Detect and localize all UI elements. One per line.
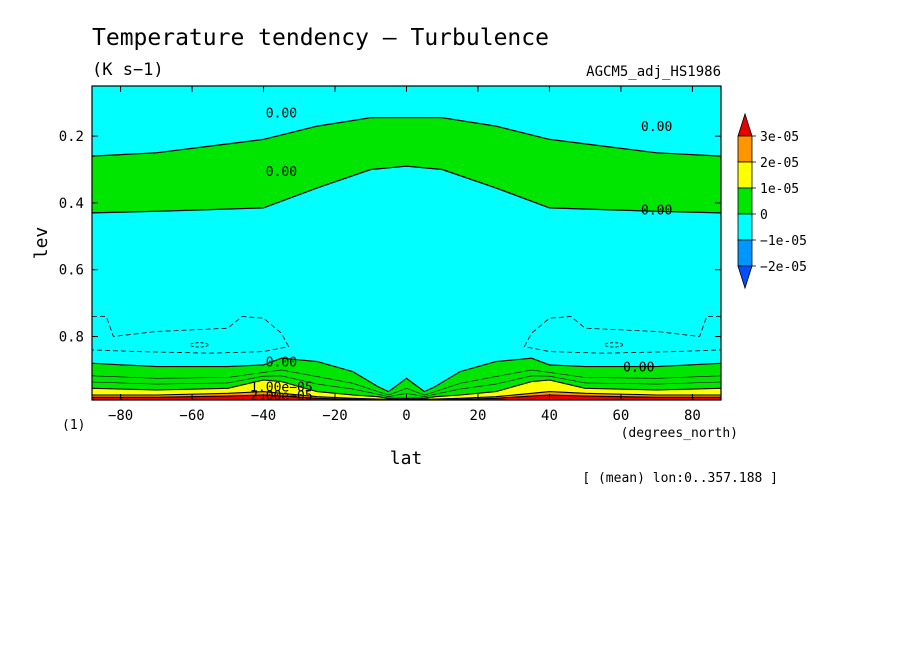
x-tick-label: 80: [684, 408, 701, 424]
negative-dashed-contour: [523, 316, 721, 354]
colorbar-label: 0: [760, 208, 768, 223]
contour-line-upper-top: [92, 117, 721, 157]
y-axis-units: (1): [62, 418, 85, 433]
x-tick-label: 60: [613, 408, 630, 424]
x-axis: −80 −60 −40 −20 0 20 40 60 80: [108, 86, 701, 424]
y-tick-label: 0.4: [59, 196, 84, 212]
chart-footnote: [ (mean) lon:0..357.188 ]: [582, 471, 778, 486]
colorbar-segment: [737, 239, 753, 267]
x-tick-label: 40: [541, 408, 558, 424]
colorbar-segment: [737, 135, 753, 163]
x-tick-label: −40: [251, 408, 276, 424]
contour-line-surface-interior: [92, 375, 721, 398]
colorbar-under-triangle: [737, 265, 753, 290]
colorbar-label: 1e-05: [760, 182, 799, 197]
y-axis: 0.2 0.4 0.6 0.8: [59, 129, 721, 346]
colorbar: 3e-05 2e-05 1e-05 0 −1e-05 −2e-05: [737, 112, 807, 290]
negative-dashed-contour: [92, 316, 290, 354]
contour-label: 0.00: [266, 165, 297, 180]
y-tick-label: 0.6: [59, 263, 84, 279]
x-tick-label: −20: [322, 408, 347, 424]
contour-label: 0.00: [266, 107, 297, 122]
x-axis-label: lat: [390, 448, 423, 469]
x-tick-label: −80: [108, 408, 133, 424]
contour-label: 0.00: [266, 356, 297, 371]
y-tick-label: 0.2: [59, 129, 84, 145]
colorbar-label: −2e-05: [760, 260, 807, 275]
plot-area: [92, 86, 721, 400]
colorbar-segment: [737, 213, 753, 241]
contour-label: 0.00: [641, 204, 672, 219]
colorbar-segment: [737, 161, 753, 189]
contour-line-upper-bottom: [92, 165, 721, 214]
x-axis-units: (degrees_north): [621, 426, 738, 441]
contour-label: 0.00: [641, 120, 672, 135]
chart-subtitle: AGCM5_adj_HS1986: [586, 64, 721, 80]
contour-label: 0.00: [623, 361, 654, 376]
colorbar-over-triangle: [737, 112, 753, 137]
negative-dashed-contour: [189, 342, 209, 348]
contour-label: 2.00e−05: [250, 389, 313, 404]
negative-dashed-contour: [604, 342, 624, 348]
y-tick-label: 0.8: [59, 330, 84, 346]
x-tick-label: 20: [470, 408, 487, 424]
y-axis-label: lev: [31, 227, 52, 260]
contour-line-surface-interior: [92, 369, 721, 396]
contour-label: 1.00e−05: [250, 381, 313, 396]
x-tick-label: 0: [402, 408, 410, 424]
colorbar-segment: [737, 187, 753, 215]
x-tick-label: −60: [179, 408, 204, 424]
colorbar-label: −1e-05: [760, 234, 807, 249]
colorbar-label: 2e-05: [760, 156, 799, 171]
contour-line-surface: [92, 357, 721, 393]
surface-3e05-layer: [92, 395, 721, 400]
chart-title: Temperature tendency — Turbulence: [92, 25, 549, 51]
chart-units: (K s−1): [92, 60, 164, 80]
colorbar-label: 3e-05: [760, 130, 799, 145]
